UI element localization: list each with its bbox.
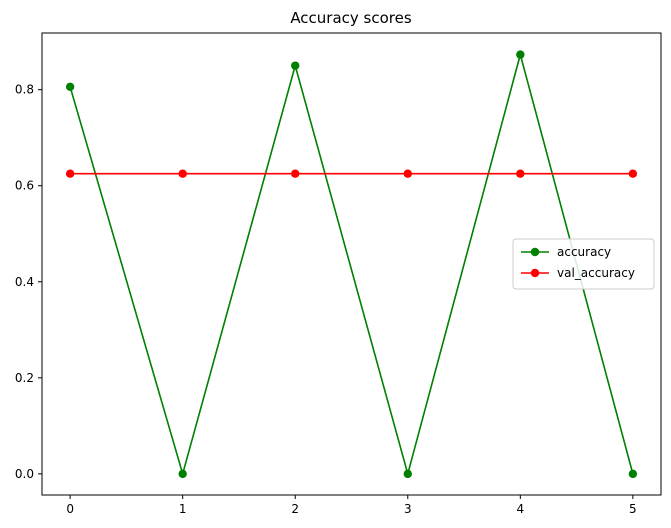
data-point-val_accuracy [628,169,638,178]
data-point-accuracy [516,50,525,59]
data-point-val_accuracy [291,169,300,178]
y-tick-label: 0.6 [15,179,34,193]
x-axis: 0 1 2 3 4 5 [66,495,637,516]
y-tick-label: 0.4 [15,275,34,289]
legend-marker-val_accuracy [530,268,540,278]
x-tick-label: 4 [516,502,524,516]
data-point-val_accuracy [516,169,525,178]
x-tick-label: 1 [179,502,187,516]
x-tick-label: 5 [629,502,637,516]
legend: accuracy val_accuracy [512,238,655,290]
data-point-accuracy [291,61,300,70]
y-tick-label: 0.2 [15,371,34,385]
x-tick-label: 2 [291,502,299,516]
data-point-accuracy [65,82,75,91]
legend-marker-accuracy [530,247,540,257]
data-point-val_accuracy [178,169,187,178]
x-tick-label: 3 [404,502,412,516]
series-line-accuracy [69,51,634,477]
axes-frame [41,32,662,496]
y-tick-label: 0.8 [15,83,34,97]
legend-label: val_accuracy [557,266,635,280]
data-point-accuracy [178,469,187,479]
legend-label: accuracy [557,245,611,259]
y-axis: 0.0 0.2 0.4 0.6 0.8 [15,83,42,481]
plot-area [65,50,638,479]
data-point-accuracy [403,469,412,479]
x-tick-label: 0 [66,502,74,516]
data-point-accuracy [628,469,638,479]
data-point-val_accuracy [403,169,412,178]
y-tick-label: 0.0 [15,467,34,481]
chart-title: Accuracy scores [290,9,412,27]
data-point-val_accuracy [65,169,75,178]
